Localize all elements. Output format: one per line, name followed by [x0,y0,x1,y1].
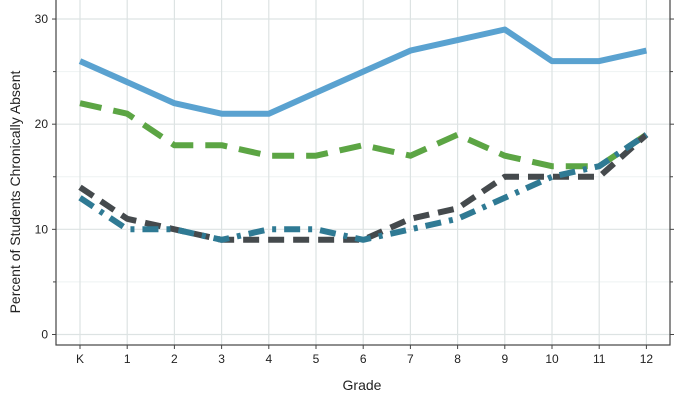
x-tick-label: 10 [545,352,559,366]
series-line-4 [78,132,649,243]
x-tick-label: 6 [360,352,367,366]
y-tick-label: 30 [35,12,49,26]
axis-labels: Grade Percent of Students Chronically Ab… [7,70,382,393]
y-tick-label: 10 [35,222,49,236]
x-tick-label: 9 [501,352,508,366]
grid [56,0,670,345]
x-tick-label: 12 [640,352,654,366]
y-axis-title: Percent of Students Chronically Absent [7,70,23,313]
y-tick-label: 20 [35,117,49,131]
x-axis-title: Grade [343,377,382,393]
x-tick-label: 1 [124,352,131,366]
series-line-3 [78,132,649,243]
y-tick-label: 0 [41,327,48,341]
x-tick-label: 4 [265,352,272,366]
x-tick-label: 3 [218,352,225,366]
x-tick-label: 7 [407,352,414,366]
series-lines [78,26,649,243]
x-tick-label: 5 [313,352,320,366]
series-line-2 [79,100,649,170]
x-tick-label: 11 [593,352,606,366]
x-tick-label: 8 [454,352,461,366]
x-tick-label: K [76,352,84,366]
x-tick-label: 2 [171,352,178,366]
series-line-1 [78,26,648,117]
